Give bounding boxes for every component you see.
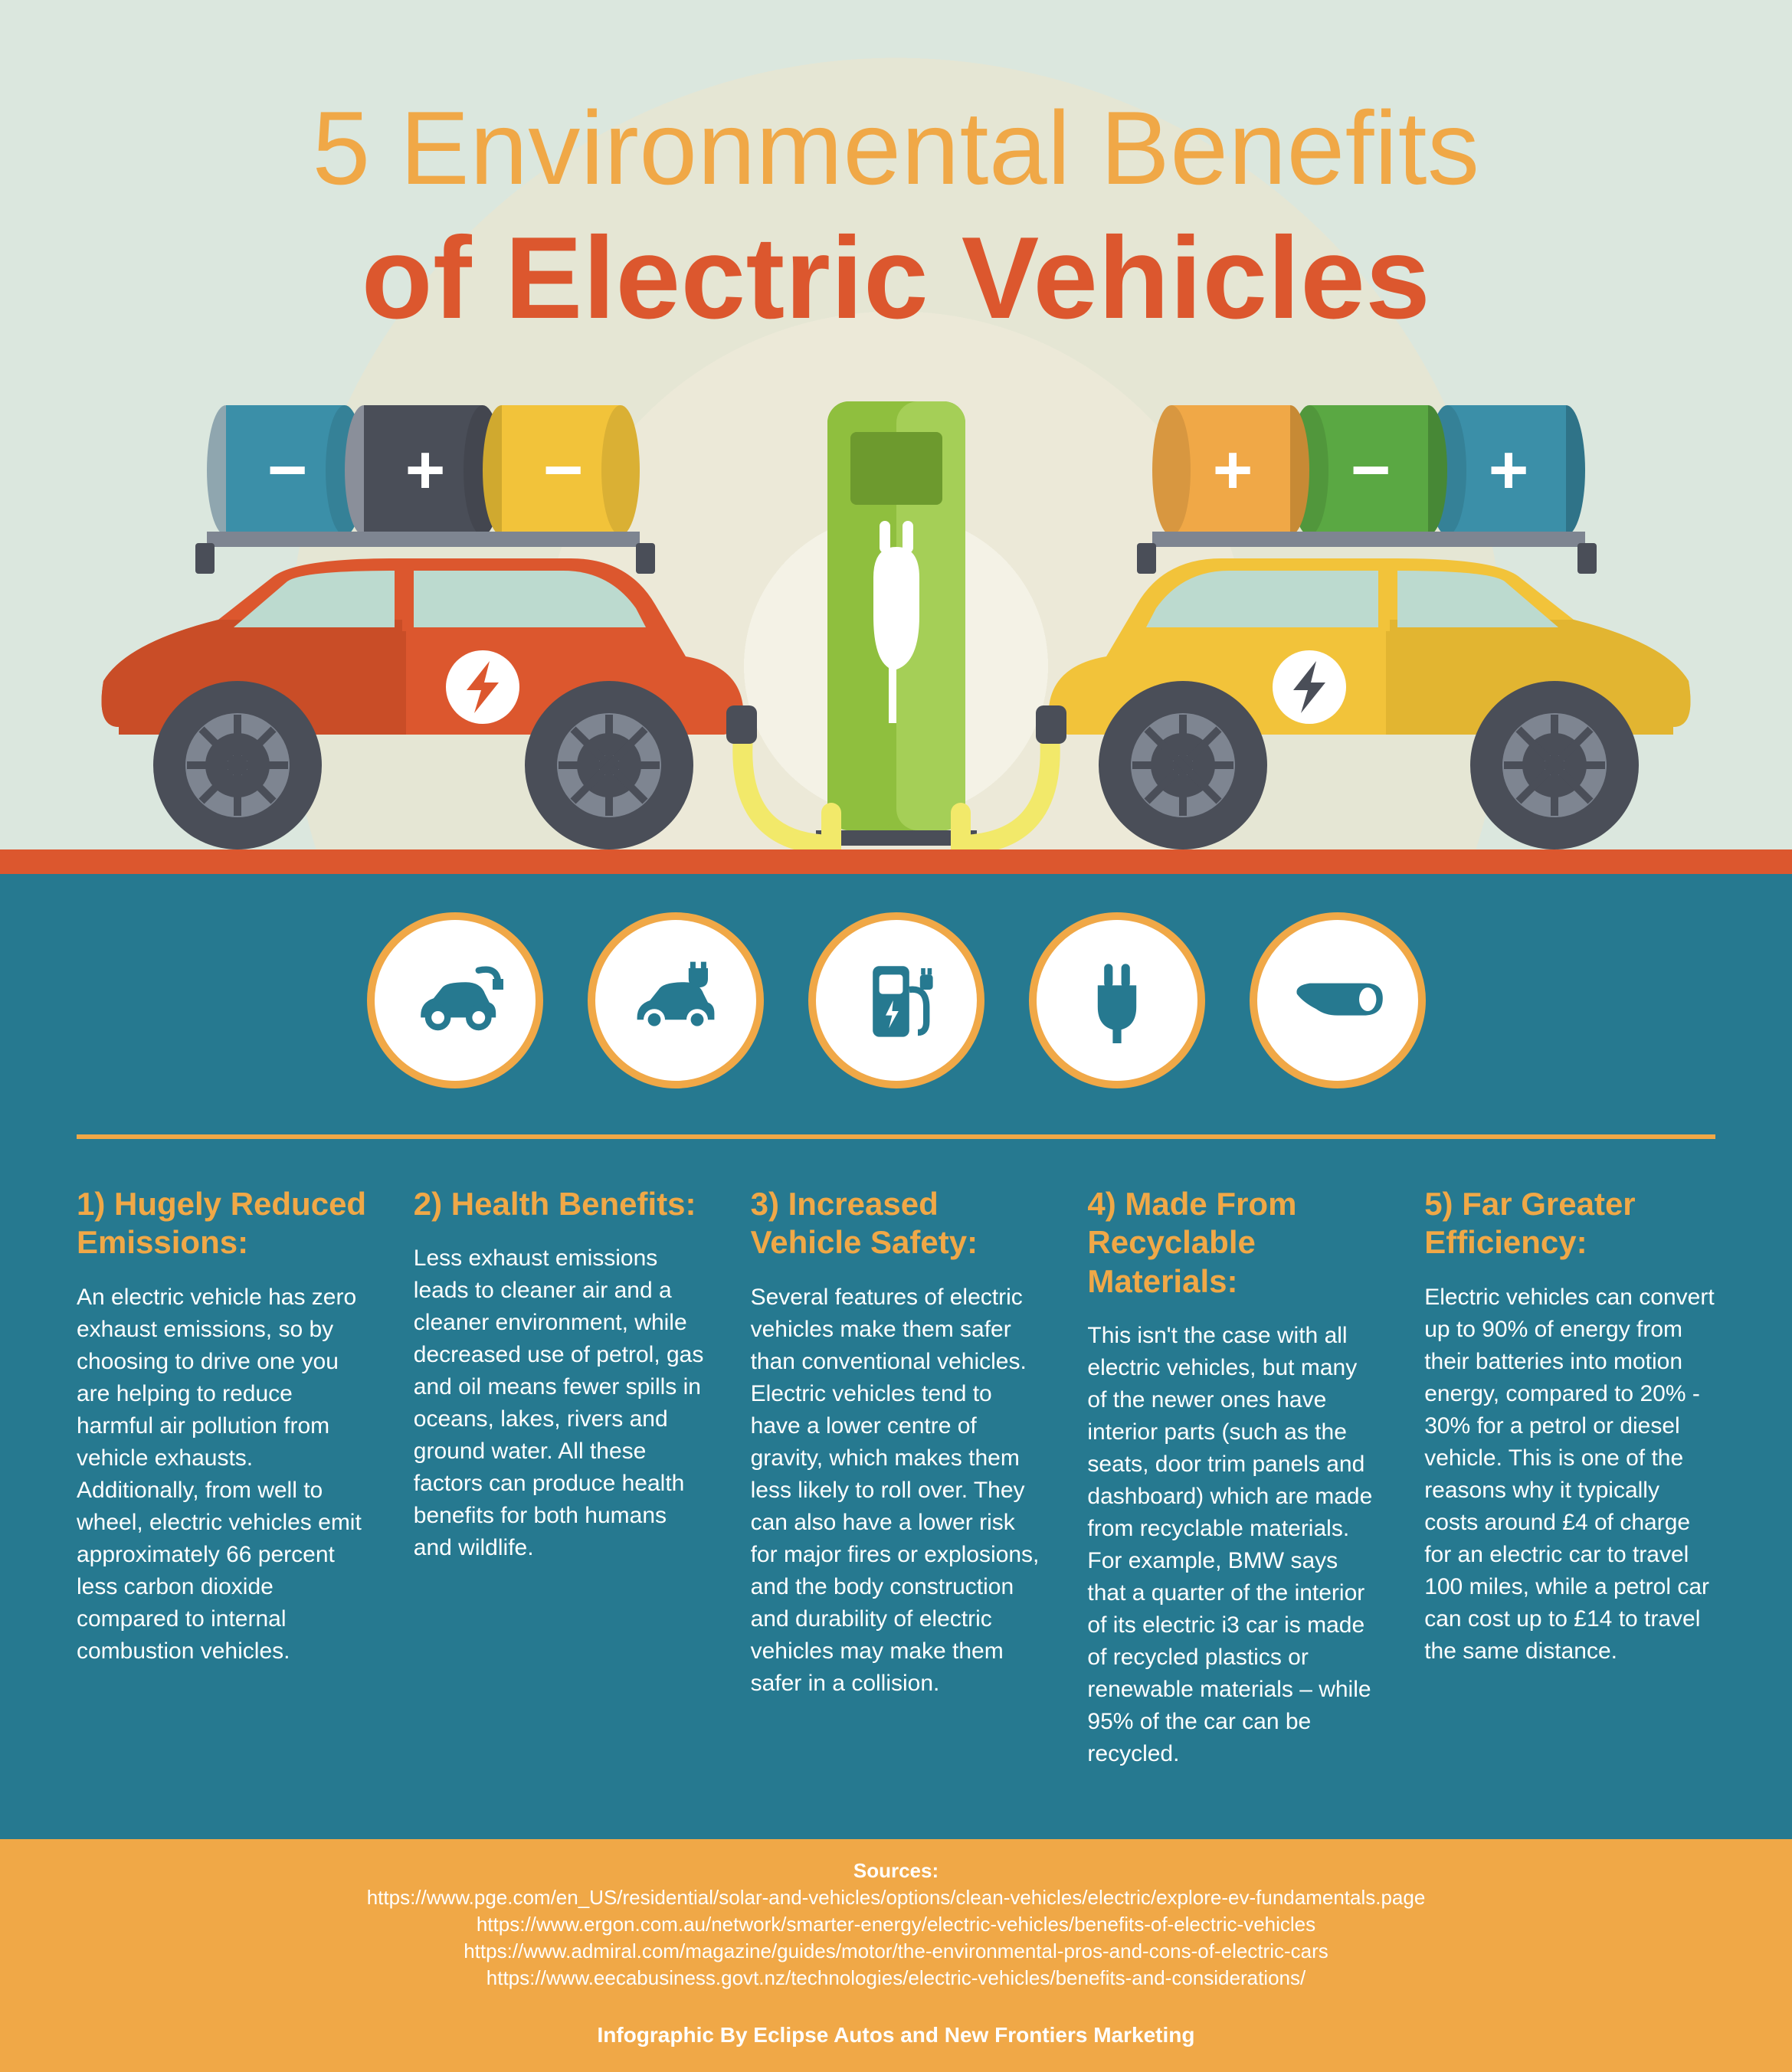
benefit-body: Less exhaust emissions leads to cleaner … bbox=[414, 1242, 705, 1564]
battery-2: + bbox=[345, 405, 502, 535]
benefit-col-4: 4) Made From Recyclable Materials: This … bbox=[1087, 1185, 1378, 1770]
title-line-1: 5 Environmental Benefits bbox=[0, 88, 1792, 208]
car-left: − + − bbox=[73, 405, 762, 849]
benefits-section: 1) Hugely Reduced Emissions: An electric… bbox=[0, 874, 1792, 1839]
charging-station bbox=[797, 394, 996, 849]
charger-station-icon bbox=[808, 912, 984, 1088]
battery-3: − bbox=[483, 405, 640, 535]
source-link: https://www.pge.com/en_US/residential/so… bbox=[15, 1884, 1777, 1911]
benefit-body: Several features of electric vehicles ma… bbox=[751, 1281, 1042, 1700]
car-right: + − + bbox=[1030, 405, 1719, 849]
svg-text:+: + bbox=[1489, 432, 1529, 509]
benefit-body: An electric vehicle has zero exhaust emi… bbox=[77, 1281, 368, 1668]
footer: Sources: https://www.pge.com/en_US/resid… bbox=[0, 1839, 1792, 2071]
byline: Infographic By Eclipse Autos and New Fro… bbox=[15, 2023, 1777, 2047]
benefit-body: Electric vehicles can convert up to 90% … bbox=[1424, 1281, 1715, 1668]
benefit-heading: 3) Increased Vehicle Safety: bbox=[751, 1185, 1042, 1262]
wheel bbox=[153, 681, 322, 849]
power-plug-icon bbox=[1029, 912, 1205, 1088]
benefit-body: This isn't the case with all electric ve… bbox=[1087, 1320, 1378, 1770]
source-link: https://www.ergon.com.au/network/smarter… bbox=[15, 1911, 1777, 1938]
svg-text:+: + bbox=[405, 432, 446, 509]
svg-text:+: + bbox=[1213, 432, 1253, 509]
title-line-2: of Electric Vehicles bbox=[0, 211, 1792, 345]
battery-1: − bbox=[207, 405, 364, 535]
benefit-col-3: 3) Increased Vehicle Safety: Several fea… bbox=[751, 1185, 1042, 1770]
road-strip bbox=[0, 849, 1792, 874]
benefit-col-5: 5) Far Greater Efficiency: Electric vehi… bbox=[1424, 1185, 1715, 1770]
benefit-heading: 5) Far Greater Efficiency: bbox=[1424, 1185, 1715, 1262]
icon-row bbox=[77, 912, 1715, 1139]
title-block: 5 Environmental Benefits of Electric Veh… bbox=[0, 0, 1792, 345]
hero-illustration: − + − bbox=[0, 384, 1792, 874]
benefit-columns: 1) Hugely Reduced Emissions: An electric… bbox=[77, 1185, 1715, 1770]
plug-car-icon bbox=[588, 912, 764, 1088]
benefit-col-2: 2) Health Benefits: Less exhaust emissio… bbox=[414, 1185, 705, 1770]
source-link: https://www.eecabusiness.govt.nz/technol… bbox=[15, 1965, 1777, 1992]
charge-handle-icon bbox=[1250, 912, 1426, 1088]
benefit-heading: 1) Hugely Reduced Emissions: bbox=[77, 1185, 368, 1262]
svg-text:−: − bbox=[267, 432, 308, 509]
charging-car-icon bbox=[367, 912, 543, 1088]
benefit-heading: 2) Health Benefits: bbox=[414, 1185, 705, 1223]
wheel bbox=[525, 681, 693, 849]
source-link: https://www.admiral.com/magazine/guides/… bbox=[15, 1938, 1777, 1965]
sources-title: Sources: bbox=[15, 1859, 1777, 1883]
benefit-col-1: 1) Hugely Reduced Emissions: An electric… bbox=[77, 1185, 368, 1770]
svg-text:−: − bbox=[543, 432, 584, 509]
svg-text:−: − bbox=[1351, 432, 1391, 509]
benefit-heading: 4) Made From Recyclable Materials: bbox=[1087, 1185, 1378, 1301]
